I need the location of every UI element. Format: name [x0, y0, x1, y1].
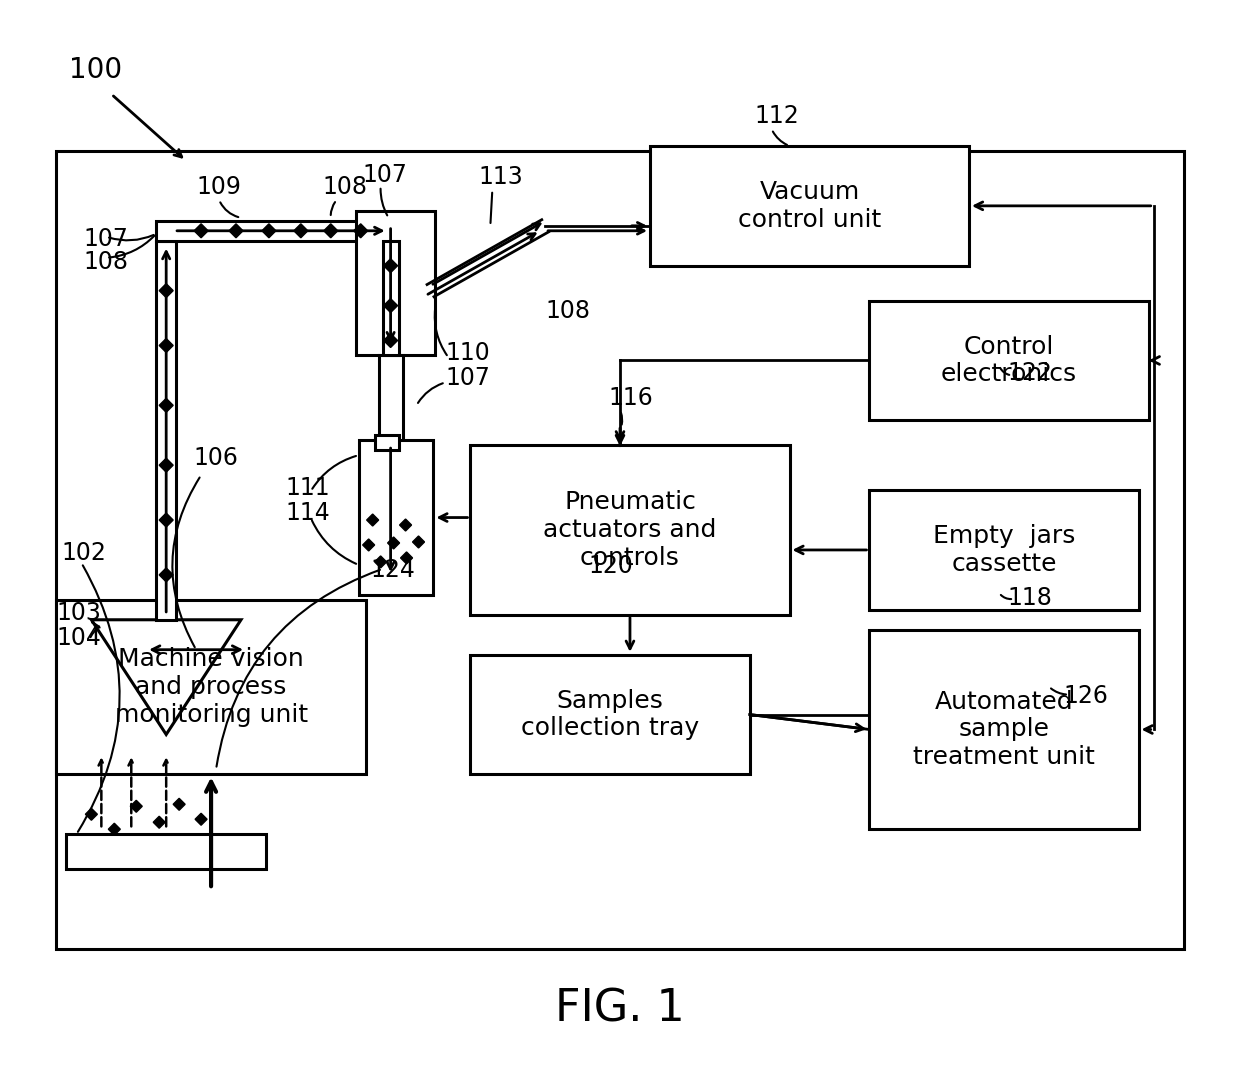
Text: 108: 108 — [322, 175, 368, 199]
Text: Pneumatic
actuators and
controls: Pneumatic actuators and controls — [543, 490, 717, 570]
Polygon shape — [159, 513, 174, 527]
Bar — [470, 655, 750, 774]
Text: 102: 102 — [62, 541, 107, 564]
Text: FIG. 1: FIG. 1 — [556, 987, 684, 1030]
Polygon shape — [229, 224, 243, 237]
Polygon shape — [92, 620, 241, 735]
Text: Samples
collection tray: Samples collection tray — [521, 689, 699, 740]
Bar — [650, 146, 970, 265]
Text: 107: 107 — [445, 366, 490, 391]
Bar — [358, 440, 434, 595]
Text: Machine vision
and process
monitoring unit: Machine vision and process monitoring un… — [114, 648, 308, 727]
Polygon shape — [159, 568, 174, 581]
Polygon shape — [383, 298, 398, 312]
Text: 111: 111 — [286, 476, 331, 501]
Bar — [470, 445, 790, 615]
Polygon shape — [324, 224, 337, 237]
Polygon shape — [195, 224, 208, 237]
Polygon shape — [159, 458, 174, 472]
Polygon shape — [413, 536, 424, 548]
Polygon shape — [159, 398, 174, 412]
Polygon shape — [108, 823, 120, 835]
Text: Vacuum
control unit: Vacuum control unit — [738, 180, 882, 232]
Bar — [156, 220, 391, 241]
Polygon shape — [154, 816, 165, 829]
Polygon shape — [86, 808, 98, 820]
Bar — [67, 834, 265, 869]
Polygon shape — [353, 224, 367, 237]
Text: 108: 108 — [546, 298, 590, 323]
Text: 100: 100 — [69, 56, 123, 84]
Bar — [869, 300, 1148, 421]
Bar — [57, 151, 1183, 949]
Text: 114: 114 — [286, 501, 331, 525]
Text: 106: 106 — [193, 446, 238, 470]
Polygon shape — [159, 283, 174, 297]
Polygon shape — [383, 259, 398, 273]
Bar — [383, 241, 398, 356]
Bar — [356, 211, 435, 356]
Polygon shape — [130, 800, 143, 813]
Polygon shape — [195, 814, 207, 825]
Polygon shape — [374, 556, 387, 568]
Bar — [869, 490, 1138, 610]
Text: 108: 108 — [83, 249, 129, 274]
Bar — [869, 629, 1138, 830]
Text: Empty  jars
cassette: Empty jars cassette — [932, 524, 1075, 576]
Bar — [378, 356, 403, 445]
Text: 103: 103 — [57, 601, 102, 625]
Text: 104: 104 — [57, 626, 102, 650]
Text: 126: 126 — [1064, 684, 1109, 707]
Polygon shape — [367, 514, 378, 526]
Bar — [156, 241, 176, 620]
Text: 122: 122 — [1007, 361, 1052, 386]
Text: 112: 112 — [755, 104, 800, 128]
Text: 109: 109 — [196, 175, 241, 199]
Polygon shape — [401, 552, 413, 564]
Polygon shape — [174, 799, 185, 810]
Text: 107: 107 — [362, 163, 408, 187]
Polygon shape — [388, 537, 399, 548]
Bar — [57, 600, 366, 774]
Polygon shape — [399, 519, 412, 531]
Text: Automated
sample
treatment unit: Automated sample treatment unit — [913, 690, 1095, 769]
Text: 116: 116 — [608, 387, 652, 410]
Bar — [374, 436, 398, 450]
Polygon shape — [294, 224, 308, 237]
Text: 124: 124 — [371, 558, 415, 581]
Text: 118: 118 — [1007, 586, 1052, 610]
Text: Control
electronics: Control electronics — [941, 334, 1078, 387]
Text: 113: 113 — [479, 165, 523, 189]
Polygon shape — [262, 224, 275, 237]
Polygon shape — [362, 539, 374, 551]
Text: 110: 110 — [445, 342, 490, 365]
Polygon shape — [159, 339, 174, 353]
Text: 120: 120 — [588, 554, 632, 578]
Polygon shape — [383, 333, 398, 347]
Text: 107: 107 — [83, 227, 128, 250]
